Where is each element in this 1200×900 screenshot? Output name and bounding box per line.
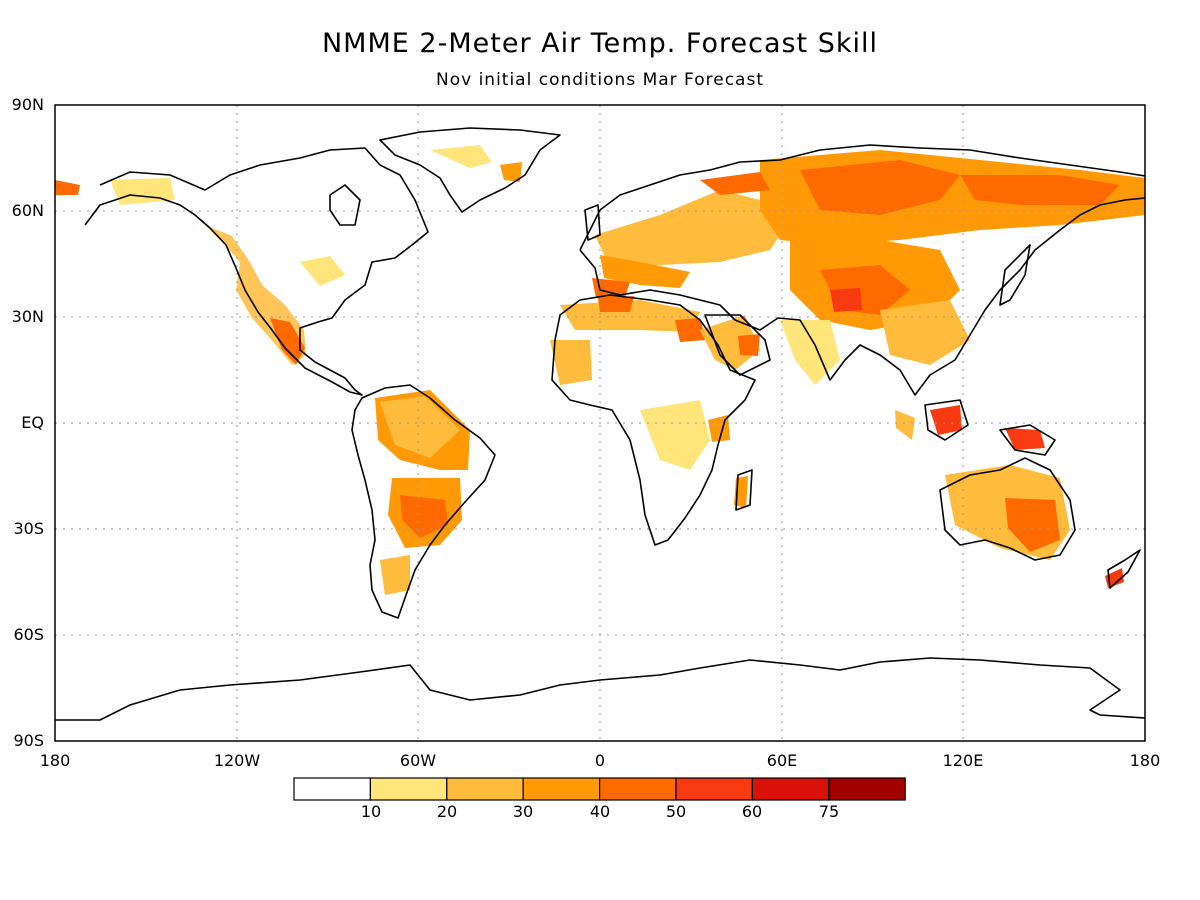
coast-arabia bbox=[704, 314, 771, 376]
lat-label-30s: 30S bbox=[13, 519, 44, 538]
lat-label-30n: 30N bbox=[11, 307, 44, 326]
shading-europe bbox=[595, 190, 790, 268]
shading-egypt bbox=[675, 318, 706, 342]
colorbar-tick-75: 75 bbox=[818, 802, 840, 821]
colorbar-box-5 bbox=[675, 777, 754, 801]
shading-gulf bbox=[738, 334, 760, 356]
shading-china bbox=[880, 300, 970, 365]
shading-greenland-east bbox=[500, 162, 522, 182]
shading-europe-south bbox=[600, 255, 690, 288]
coast-japan bbox=[999, 244, 1031, 306]
colorbar-tick-50: 50 bbox=[665, 802, 687, 821]
colorbar-tick-60: 60 bbox=[741, 802, 763, 821]
colorbar-tick-40: 40 bbox=[589, 802, 611, 821]
shading-north-africa bbox=[560, 300, 700, 332]
coast-eurasia-south bbox=[579, 197, 1145, 396]
colorbar-box-2 bbox=[446, 777, 524, 801]
shading-siberia-core bbox=[800, 160, 960, 215]
coast-south-america bbox=[351, 384, 496, 619]
coast-new-guinea bbox=[999, 424, 1056, 456]
map-title: NMME 2-Meter Air Temp. Forecast Skill bbox=[321, 28, 879, 59]
shading-east-siberia bbox=[960, 175, 1120, 205]
coast-africa bbox=[551, 294, 756, 546]
coast-borneo bbox=[924, 399, 969, 441]
shading-amazon-light bbox=[380, 396, 460, 458]
lon-label-120e: 120E bbox=[942, 751, 984, 770]
lon-label-0: 0 bbox=[594, 751, 606, 770]
shading-greenland bbox=[430, 145, 492, 168]
shading-west-africa bbox=[550, 340, 592, 385]
colorbar-box-6 bbox=[751, 777, 830, 801]
lon-label-60w: 60W bbox=[399, 751, 437, 770]
shading-mexico bbox=[270, 318, 305, 365]
shading-maghreb bbox=[598, 296, 634, 312]
colorbar-tick-20: 20 bbox=[436, 802, 458, 821]
colorbar-tick-30: 30 bbox=[512, 802, 534, 821]
map-subtitle: Nov initial conditions Mar Forecast bbox=[435, 70, 764, 90]
coast-madagascar bbox=[735, 469, 753, 511]
map-frame bbox=[54, 104, 1146, 742]
lat-label-60n: 60N bbox=[11, 201, 44, 220]
lat-label-90n: 90N bbox=[11, 95, 44, 114]
shading-arctic-russia bbox=[700, 172, 770, 195]
colorbar-tick-10: 10 bbox=[360, 802, 382, 821]
coast-hudson-bay bbox=[329, 184, 361, 226]
shading-tibet bbox=[830, 288, 862, 312]
colorbar-box-3 bbox=[522, 777, 601, 801]
lat-label-eq: EQ bbox=[21, 413, 44, 432]
shading-arabia bbox=[700, 315, 760, 370]
colorbar-box-7 bbox=[828, 777, 906, 801]
colorbar bbox=[293, 777, 906, 801]
shading-new-guinea bbox=[1005, 428, 1045, 450]
shading-us-north bbox=[300, 256, 345, 286]
lat-label-90s: 90S bbox=[13, 731, 44, 750]
coast-north-america bbox=[84, 147, 429, 396]
shading-sumatra bbox=[895, 410, 915, 440]
coast-australia bbox=[939, 457, 1076, 561]
shading-south-brazil-core bbox=[400, 495, 448, 538]
coastlines bbox=[55, 127, 1145, 721]
skill-shading bbox=[55, 145, 1145, 595]
lon-label-180-east: 180 bbox=[1129, 751, 1161, 770]
shading-central-africa bbox=[640, 400, 710, 470]
coast-antarctica bbox=[55, 657, 1145, 721]
coast-new-zealand bbox=[1107, 549, 1141, 589]
colorbar-box-0 bbox=[293, 777, 372, 801]
shading-alaska-west bbox=[55, 180, 80, 195]
coast-eurasia-north bbox=[579, 144, 1145, 251]
coast-british-isles bbox=[584, 204, 601, 241]
lat-label-60s: 60S bbox=[13, 625, 44, 644]
shading-australia-core bbox=[1005, 498, 1060, 552]
shading-patagonia bbox=[380, 555, 410, 595]
coast-greenland bbox=[379, 127, 561, 213]
colorbar-box-4 bbox=[598, 777, 677, 801]
shading-borneo bbox=[930, 405, 962, 435]
colorbar-box-1 bbox=[369, 777, 448, 801]
lon-label-180-west: 180 bbox=[39, 751, 71, 770]
lon-label-120w: 120W bbox=[213, 751, 261, 770]
lon-label-60e: 60E bbox=[766, 751, 798, 770]
